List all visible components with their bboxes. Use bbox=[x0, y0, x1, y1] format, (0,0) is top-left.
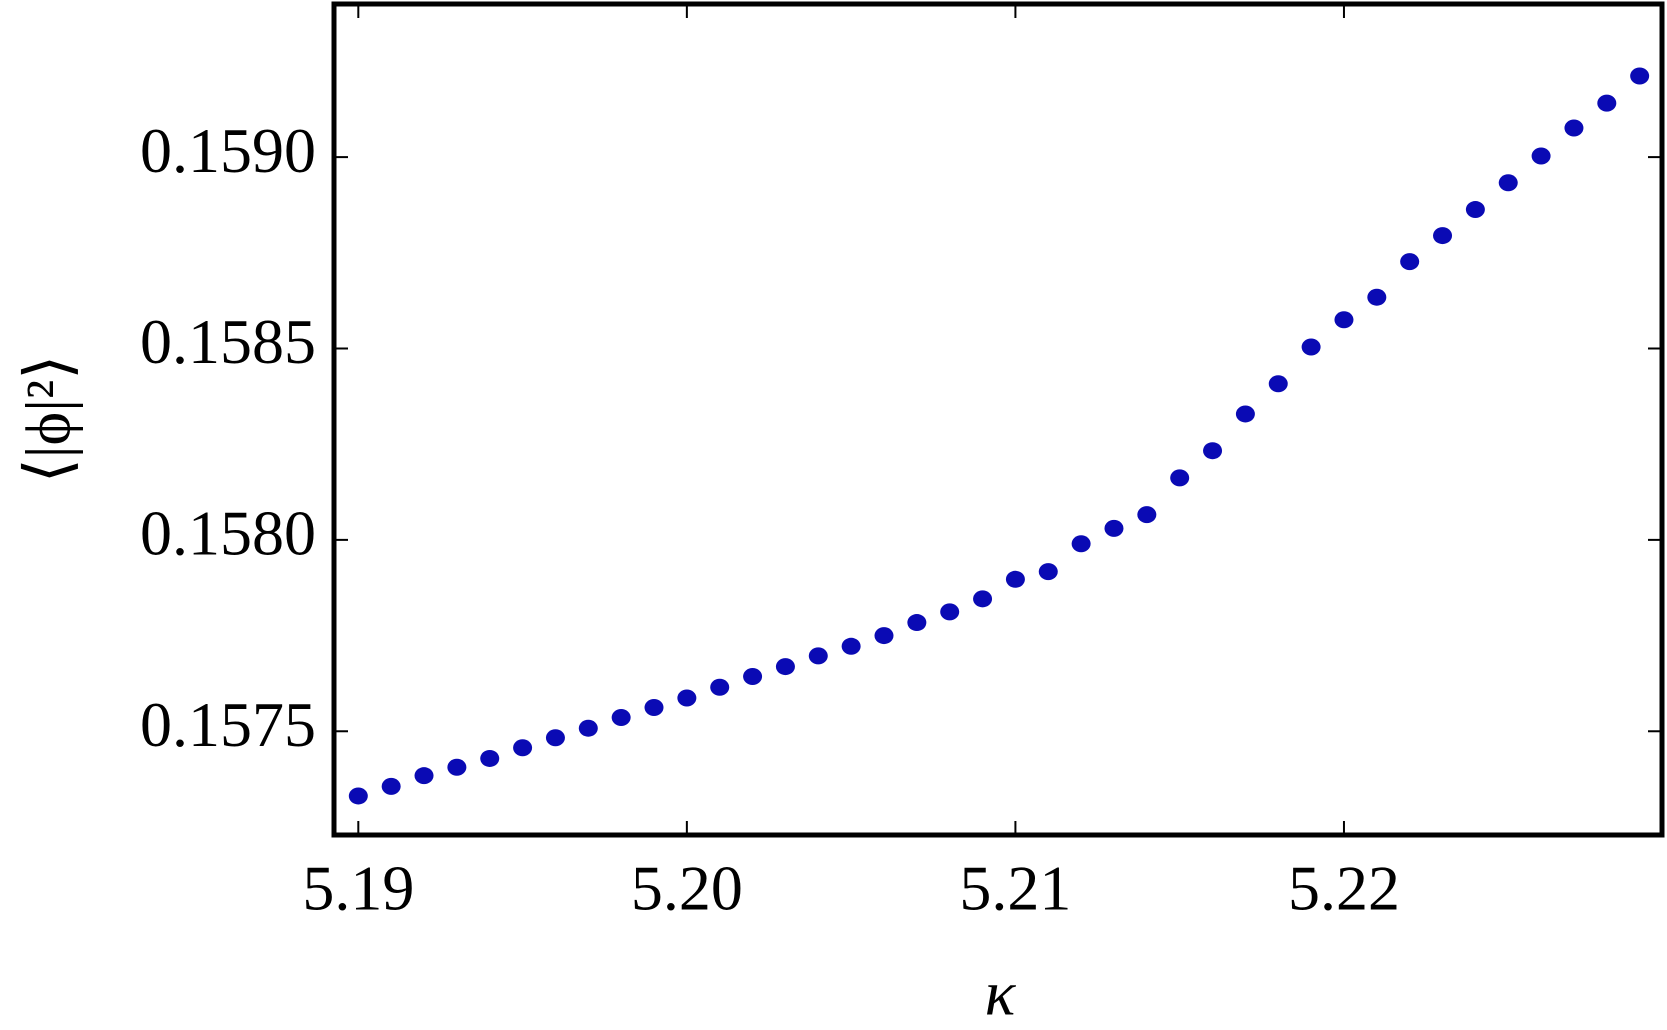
data-point bbox=[874, 627, 894, 645]
data-point bbox=[381, 777, 401, 795]
data-point bbox=[1137, 506, 1157, 524]
data-point bbox=[808, 647, 828, 665]
data-point bbox=[513, 739, 533, 757]
data-point bbox=[1630, 67, 1650, 85]
y-axis-label: ⟨|ϕ|²⟩ bbox=[13, 355, 84, 483]
data-point bbox=[1071, 535, 1091, 553]
data-point bbox=[1301, 338, 1321, 356]
data-point bbox=[1367, 288, 1387, 306]
x-tick-label: 5.21 bbox=[959, 853, 1071, 924]
x-axis-label: κ bbox=[985, 958, 1017, 1029]
data-point bbox=[447, 758, 467, 776]
data-point bbox=[1597, 94, 1617, 112]
data-point bbox=[1170, 469, 1190, 487]
data-point bbox=[348, 787, 368, 805]
data-point bbox=[940, 603, 960, 621]
y-tick-label: 0.1575 bbox=[140, 689, 316, 760]
data-point bbox=[1104, 519, 1124, 537]
y-tick-label: 0.1590 bbox=[140, 115, 316, 186]
data-point bbox=[1531, 147, 1551, 165]
y-tick-label: 0.1580 bbox=[140, 498, 316, 569]
data-point bbox=[1268, 375, 1288, 393]
data-point bbox=[1564, 119, 1584, 137]
data-point bbox=[907, 614, 927, 632]
plot-frame bbox=[331, 1, 1665, 838]
data-point bbox=[1400, 253, 1420, 271]
data-point bbox=[1235, 405, 1255, 423]
data-point bbox=[644, 699, 664, 717]
data-point bbox=[1334, 311, 1354, 329]
data-point bbox=[1433, 227, 1453, 245]
data-point bbox=[841, 637, 861, 655]
data-point bbox=[1498, 174, 1518, 192]
x-tick-label: 5.20 bbox=[631, 853, 743, 924]
data-point bbox=[1465, 201, 1485, 219]
data-point bbox=[578, 719, 598, 737]
data-point bbox=[414, 767, 434, 785]
data-point bbox=[743, 668, 763, 686]
data-point bbox=[545, 729, 565, 747]
y-tick-label: 0.1585 bbox=[140, 306, 316, 377]
x-tick-label: 5.22 bbox=[1288, 853, 1400, 924]
data-point bbox=[1038, 563, 1058, 581]
data-point bbox=[1203, 442, 1223, 460]
data-point bbox=[480, 749, 500, 767]
data-point bbox=[775, 658, 795, 676]
x-tick-label: 5.19 bbox=[302, 853, 414, 924]
data-point bbox=[677, 689, 697, 707]
data-point bbox=[973, 590, 993, 608]
data-point bbox=[1005, 570, 1025, 588]
data-point bbox=[710, 678, 730, 696]
data-point bbox=[611, 708, 631, 726]
